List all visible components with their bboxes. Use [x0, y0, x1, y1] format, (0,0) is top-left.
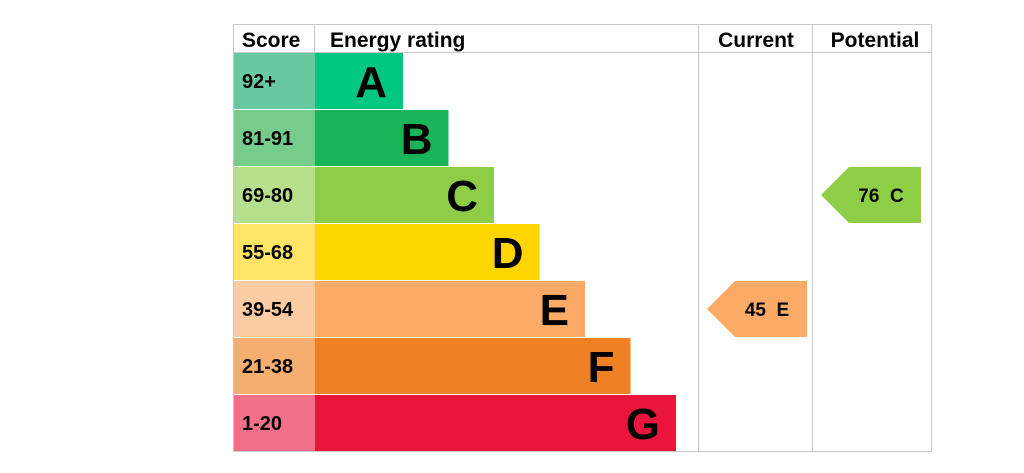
- rating-letter-c: C: [446, 172, 478, 221]
- score-label-c: 69-80: [242, 185, 293, 207]
- score-label-a: 92+: [242, 71, 276, 93]
- chart-grid: [233, 24, 932, 452]
- current-rating-label: 45 E: [745, 300, 789, 321]
- rating-letter-d: D: [492, 229, 524, 278]
- rating-bands: 92+ A 81-91 B 69-80 C 55-68 D 39-54 E 21-38 F 1-20 G: [234, 53, 676, 451]
- score-label-e: 39-54: [242, 299, 294, 321]
- score-label-f: 21-38: [242, 356, 293, 378]
- score-cell-e: [234, 281, 315, 337]
- rating-bar-b: [315, 110, 449, 166]
- rating-letter-a: A: [355, 58, 387, 107]
- score-cell-c: [234, 167, 315, 223]
- current-rating-arrow: [707, 281, 807, 337]
- score-cell-d: [234, 224, 315, 280]
- score-label-d: 55-68: [242, 242, 293, 264]
- rating-letter-e: E: [540, 286, 569, 335]
- rating-bar-c: [315, 167, 494, 223]
- header-score: Score: [242, 29, 300, 52]
- rating-indicators: 45 E 76 C: [707, 167, 921, 337]
- rating-bar-g: [315, 395, 676, 451]
- potential-rating-arrow: [821, 167, 921, 223]
- rating-letter-g: G: [626, 400, 660, 449]
- score-cell-g: [234, 395, 315, 451]
- score-label-g: 1-20: [242, 413, 282, 435]
- score-cell-f: [234, 338, 315, 394]
- score-label-b: 81-91: [242, 128, 293, 150]
- score-cell-b: [234, 110, 315, 166]
- rating-letter-f: F: [588, 343, 615, 392]
- rating-bar-d: [315, 224, 540, 280]
- score-cell-a: [234, 53, 315, 109]
- rating-bar-a: [315, 53, 403, 109]
- rating-bar-e: [315, 281, 585, 337]
- header-current: Current: [718, 29, 794, 52]
- potential-rating-label: 76 C: [858, 186, 904, 207]
- rating-letter-b: B: [401, 115, 433, 164]
- header-energy-rating: Energy rating: [330, 29, 465, 52]
- header-potential: Potential: [831, 29, 920, 52]
- rating-bar-f: [315, 338, 631, 394]
